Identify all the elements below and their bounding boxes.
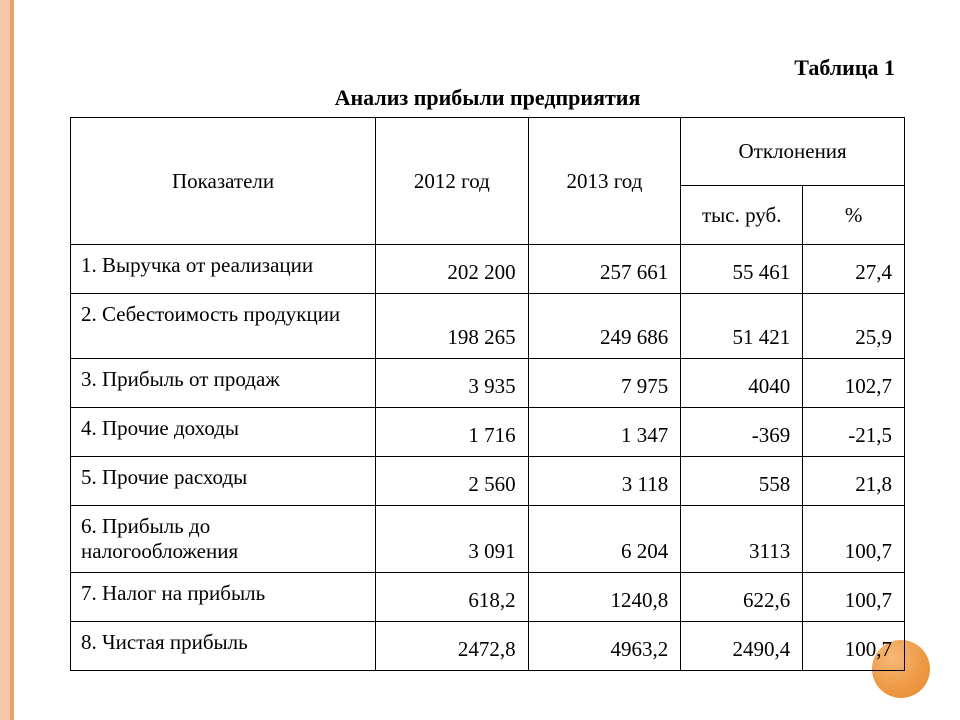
cell-y2013: 257 661 (528, 245, 681, 294)
table-caption: Таблица 1 (70, 55, 905, 81)
cell-y2012: 202 200 (376, 245, 529, 294)
cell-indicator: 2. Себестоимость продукции (71, 294, 376, 359)
cell-y2012: 1 716 (376, 408, 529, 457)
cell-dev_abs: 55 461 (681, 245, 803, 294)
cell-dev_pct: 100,7 (803, 622, 905, 671)
cell-y2013: 7 975 (528, 359, 681, 408)
cell-y2012: 3 935 (376, 359, 529, 408)
cell-dev_pct: 21,8 (803, 457, 905, 506)
table-row: 8. Чистая прибыль2472,84963,22490,4100,7 (71, 622, 905, 671)
cell-dev_abs: 4040 (681, 359, 803, 408)
left-accent-stripe (0, 0, 16, 720)
col-header-2012: 2012 год (376, 118, 529, 245)
cell-indicator: 5. Прочие расходы (71, 457, 376, 506)
cell-indicator: 1. Выручка от реализации (71, 245, 376, 294)
cell-y2013: 6 204 (528, 506, 681, 573)
table-body: 1. Выручка от реализации202 200257 66155… (71, 245, 905, 671)
cell-indicator: 3. Прибыль от продаж (71, 359, 376, 408)
cell-dev_abs: 622,6 (681, 573, 803, 622)
cell-indicator: 8. Чистая прибыль (71, 622, 376, 671)
cell-dev_abs: 51 421 (681, 294, 803, 359)
cell-dev_pct: -21,5 (803, 408, 905, 457)
cell-dev_pct: 100,7 (803, 506, 905, 573)
cell-y2012: 618,2 (376, 573, 529, 622)
col-header-dev-pct: % (803, 186, 905, 245)
cell-indicator: 6. Прибыль до налогообложения (71, 506, 376, 573)
cell-dev_pct: 102,7 (803, 359, 905, 408)
cell-y2013: 1 347 (528, 408, 681, 457)
cell-y2013: 1240,8 (528, 573, 681, 622)
stripe-outer (0, 0, 10, 720)
stripe-inner (10, 0, 14, 720)
cell-indicator: 4. Прочие доходы (71, 408, 376, 457)
table-row: 7. Налог на прибыль618,21240,8622,6100,7 (71, 573, 905, 622)
cell-y2013: 3 118 (528, 457, 681, 506)
cell-y2013: 249 686 (528, 294, 681, 359)
cell-dev_pct: 27,4 (803, 245, 905, 294)
table-header: Показатели 2012 год 2013 год Отклонения … (71, 118, 905, 245)
col-header-indicator: Показатели (71, 118, 376, 245)
cell-y2012: 3 091 (376, 506, 529, 573)
table-row: 4. Прочие доходы1 7161 347-369-21,5 (71, 408, 905, 457)
cell-dev_pct: 25,9 (803, 294, 905, 359)
cell-dev_abs: 3113 (681, 506, 803, 573)
cell-y2012: 2 560 (376, 457, 529, 506)
table-wrap: Показатели 2012 год 2013 год Отклонения … (70, 117, 905, 671)
cell-dev_pct: 100,7 (803, 573, 905, 622)
table-row: 3. Прибыль от продаж3 9357 9754040102,7 (71, 359, 905, 408)
cell-y2013: 4963,2 (528, 622, 681, 671)
profit-analysis-table: Показатели 2012 год 2013 год Отклонения … (70, 117, 905, 671)
cell-dev_abs: 2490,4 (681, 622, 803, 671)
col-header-2013: 2013 год (528, 118, 681, 245)
cell-y2012: 2472,8 (376, 622, 529, 671)
table-row: 1. Выручка от реализации202 200257 66155… (71, 245, 905, 294)
table-row: 5. Прочие расходы2 5603 11855821,8 (71, 457, 905, 506)
col-header-deviations: Отклонения (681, 118, 905, 186)
cell-dev_abs: -369 (681, 408, 803, 457)
table-title: Анализ прибыли предприятия (70, 85, 905, 111)
page-content: Таблица 1 Анализ прибыли предприятия Пок… (70, 55, 905, 671)
table-row: 6. Прибыль до налогообложения3 0916 2043… (71, 506, 905, 573)
col-header-dev-abs: тыс. руб. (681, 186, 803, 245)
table-row: 2. Себестоимость продукции198 265249 686… (71, 294, 905, 359)
cell-dev_abs: 558 (681, 457, 803, 506)
cell-y2012: 198 265 (376, 294, 529, 359)
cell-indicator: 7. Налог на прибыль (71, 573, 376, 622)
